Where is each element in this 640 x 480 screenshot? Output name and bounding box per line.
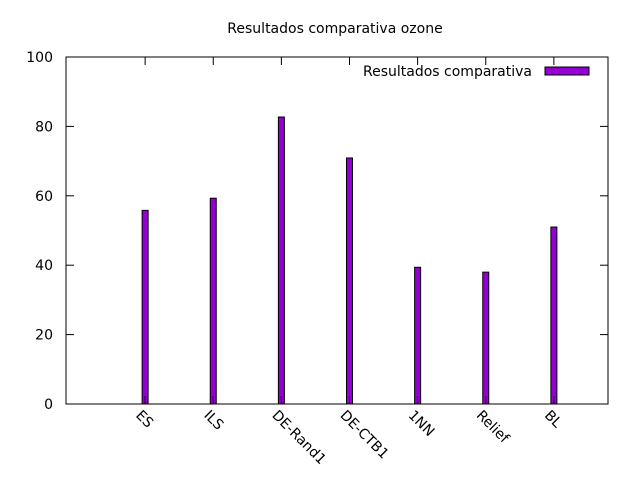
x-tick-label: 1NN xyxy=(405,408,437,440)
y-tick-label: 60 xyxy=(35,189,53,205)
legend: Resultados comparativa xyxy=(363,64,590,80)
bars-layer xyxy=(141,116,558,405)
x-tick-label: ILS xyxy=(200,408,226,434)
bar-de-ctb1 xyxy=(346,157,353,405)
axes-layer: 0 20 40 60 80 100 ES ILS DE-Rand1 DE-CTB1 1NN Relie… xyxy=(26,50,608,468)
chart-title: Resultados comparativa ozone xyxy=(227,21,442,37)
y-tick-label: 40 xyxy=(35,258,53,274)
bar-bl xyxy=(550,226,558,405)
x-tick-label: DE-CTB1 xyxy=(337,408,392,463)
bar-de-rand1 xyxy=(277,116,285,405)
bar-1nn xyxy=(414,266,422,405)
legend-label: Resultados comparativa xyxy=(363,64,532,80)
y-tick-label: 100 xyxy=(26,50,53,66)
bar-relief xyxy=(482,271,490,405)
x-tick-label: BL xyxy=(541,408,565,432)
plot-frame xyxy=(65,56,609,405)
y-tick-label: 0 xyxy=(44,397,53,413)
x-tick-label: ES xyxy=(132,408,156,432)
y-tick-label: 80 xyxy=(35,119,53,135)
bar-ils xyxy=(209,197,217,405)
x-tick-label: DE-Rand1 xyxy=(269,408,329,468)
bar-es xyxy=(141,209,149,405)
x-tick-label: Relief xyxy=(473,408,513,448)
legend-swatch xyxy=(544,66,590,76)
y-tick-label: 20 xyxy=(35,328,53,344)
